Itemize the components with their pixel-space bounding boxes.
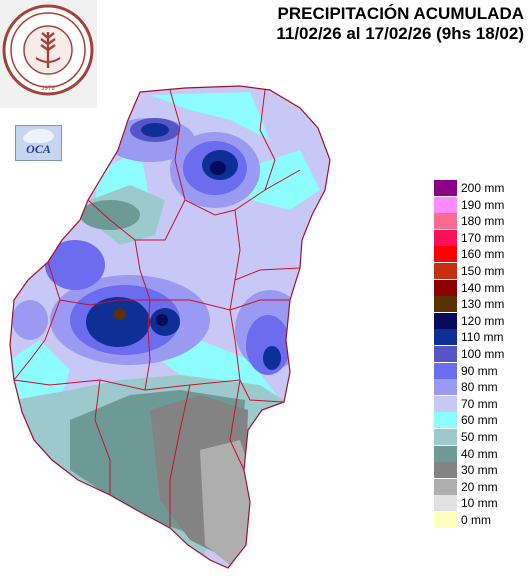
- bolsa-cereales-logo: 1979: [0, 0, 97, 108]
- legend-label: 90 mm: [461, 363, 498, 378]
- legend-item: 10 mm: [434, 495, 530, 512]
- legend-label: 140 mm: [461, 280, 505, 295]
- legend-swatch: [434, 229, 457, 246]
- legend-item: 170 mm: [434, 229, 530, 246]
- legend-item: 0 mm: [434, 512, 530, 528]
- legend-swatch: [434, 379, 457, 396]
- legend-swatch: [434, 213, 457, 230]
- legend-swatch: [434, 296, 457, 313]
- precipitation-map: [9, 85, 331, 569]
- legend-item: 100 mm: [434, 346, 530, 362]
- legend-label: 100 mm: [461, 347, 505, 361]
- legend-label: 30 mm: [461, 463, 498, 478]
- title-line-1: PRECIPITACIÓN ACUMULADA: [277, 4, 525, 23]
- legend-swatch: [434, 346, 457, 362]
- legend-label: 150 mm: [461, 264, 505, 278]
- legend-item: 50 mm: [434, 429, 530, 445]
- legend-swatch: [434, 263, 457, 279]
- legend-item: 160 mm: [434, 246, 530, 263]
- seal-year: 1979: [41, 86, 55, 92]
- oca-logo: OCA: [15, 125, 62, 161]
- legend-label: 50 mm: [461, 430, 498, 444]
- legend-label: 40 mm: [461, 446, 498, 461]
- legend-item: 110 mm: [434, 329, 530, 346]
- legend-item: 150 mm: [434, 263, 530, 279]
- legend-swatch: [434, 412, 457, 429]
- legend-swatch: [434, 512, 457, 528]
- legend-item: 20 mm: [434, 478, 530, 495]
- legend-item: 90 mm: [434, 362, 530, 379]
- legend-swatch: [434, 395, 457, 412]
- legend-label: 190 mm: [461, 197, 505, 212]
- legend-label: 200 mm: [461, 181, 505, 195]
- legend-item: 40 mm: [434, 445, 530, 462]
- legend-swatch: [434, 495, 457, 512]
- legend-label: 170 mm: [461, 230, 505, 245]
- legend-label: 70 mm: [461, 396, 498, 411]
- legend-item: 120 mm: [434, 312, 530, 329]
- legend-swatch: [434, 180, 457, 196]
- legend-label: 120 mm: [461, 313, 505, 328]
- legend-item: 180 mm: [434, 213, 530, 230]
- legend-swatch: [434, 445, 457, 462]
- legend-label: 130 mm: [461, 297, 505, 312]
- legend-swatch: [434, 279, 457, 296]
- title-line-2: 11/02/26 al 17/02/26 (9hs 18/02): [276, 24, 524, 43]
- legend-swatch: [434, 312, 457, 329]
- legend-swatch: [434, 478, 457, 495]
- department-boundaries: [13, 89, 301, 528]
- legend-label: 10 mm: [461, 496, 498, 511]
- legend-item: 80 mm: [434, 379, 530, 396]
- legend-item: 200 mm: [434, 180, 530, 196]
- province-outline: [9, 85, 331, 569]
- legend-item: 140 mm: [434, 279, 530, 296]
- legend-item: 70 mm: [434, 395, 530, 412]
- legend-item: 60 mm: [434, 412, 530, 429]
- legend-label: 180 mm: [461, 214, 505, 229]
- legend-label: 160 mm: [461, 247, 505, 262]
- legend-label: 60 mm: [461, 413, 498, 428]
- legend-label: 110 mm: [461, 330, 504, 345]
- legend-swatch: [434, 362, 457, 379]
- oca-logo-text: OCA: [26, 142, 51, 156]
- legend-swatch: [434, 196, 457, 213]
- legend-label: 80 mm: [461, 380, 498, 395]
- legend-swatch: [434, 462, 457, 479]
- legend-item: 190 mm: [434, 196, 530, 213]
- legend-swatch: [434, 329, 457, 346]
- legend-swatch: [434, 429, 457, 445]
- seal-icon: 1979: [2, 4, 94, 96]
- legend-label: 20 mm: [461, 479, 498, 494]
- map-title: PRECIPITACIÓN ACUMULADA 11/02/26 al 17/0…: [276, 4, 524, 44]
- legend-label: 0 mm: [461, 513, 491, 527]
- legend-item: 130 mm: [434, 296, 530, 313]
- legend-item: 30 mm: [434, 462, 530, 479]
- legend-swatch: [434, 246, 457, 263]
- cloud-icon: [23, 129, 54, 143]
